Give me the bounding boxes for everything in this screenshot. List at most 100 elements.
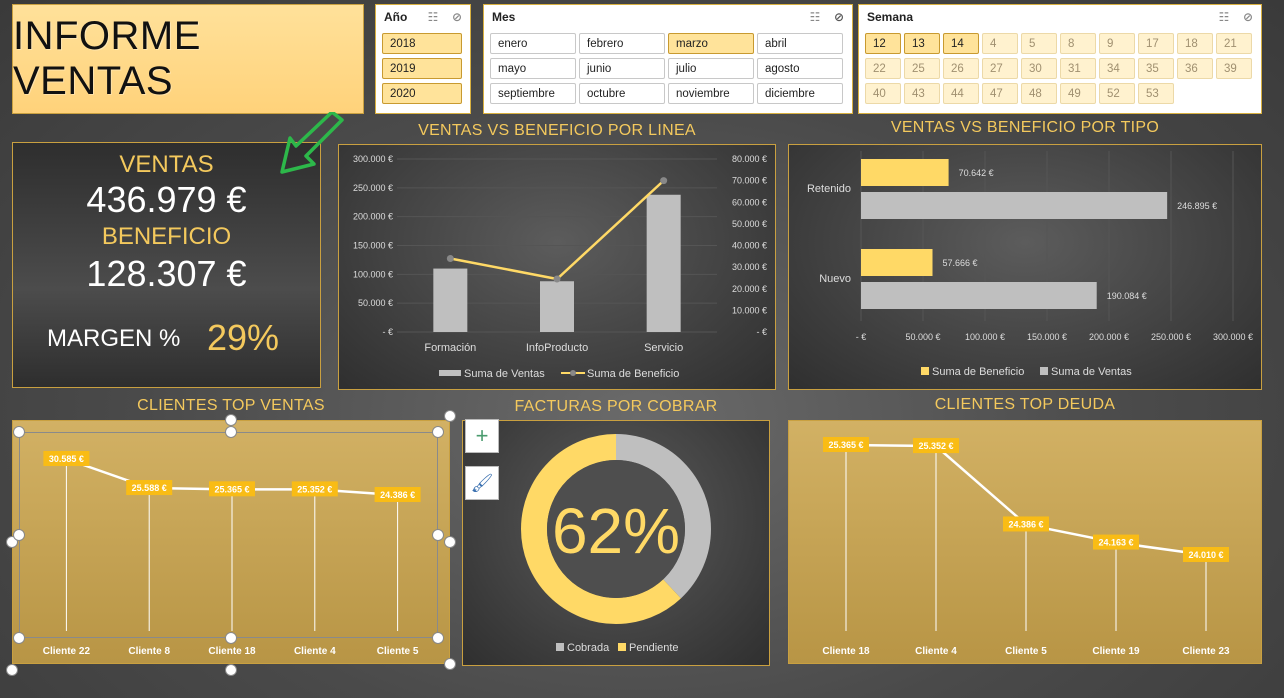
- slicer-item-semana-8[interactable]: 8: [1060, 33, 1096, 54]
- y-right-tick-label: 30.000 €: [732, 262, 767, 272]
- slicer-item-mes-septiembre[interactable]: septiembre: [490, 83, 576, 104]
- slicer-item-semana-30[interactable]: 30: [1021, 58, 1057, 79]
- slicer-item-semana-17[interactable]: 17: [1138, 33, 1174, 54]
- slicer-item-mes-octubre[interactable]: octubre: [579, 83, 665, 104]
- slicer-item-mes-julio[interactable]: julio: [668, 58, 754, 79]
- slicer-item-semana-39[interactable]: 39: [1216, 58, 1252, 79]
- x-tick-label: Cliente 23: [1182, 646, 1230, 657]
- chart-title-facturas: FACTURAS POR COBRAR: [514, 398, 718, 415]
- slicer-semana[interactable]: Semana ☷ ⊘ 12 13 14 4 5 8 9 17 18 21 22 25 26 27 30 31 3…: [858, 4, 1262, 114]
- slicer-item-semana-25[interactable]: 25: [904, 58, 940, 79]
- slicer-item-semana-5[interactable]: 5: [1021, 33, 1057, 54]
- slicer-item-anio-2020[interactable]: 2020: [382, 83, 462, 104]
- slicer-item-mes-agosto[interactable]: agosto: [757, 58, 843, 79]
- resize-handle[interactable]: [6, 664, 18, 676]
- multiselect-icon[interactable]: ☷: [427, 10, 439, 24]
- slicer-item-mes-marzo[interactable]: marzo: [668, 33, 754, 54]
- slicer-item-mes-mayo[interactable]: mayo: [490, 58, 576, 79]
- resize-handle[interactable]: [225, 632, 237, 644]
- y-right-tick-label: 10.000 €: [732, 305, 767, 315]
- slicer-item-semana-21[interactable]: 21: [1216, 33, 1252, 54]
- slicer-item-semana-27[interactable]: 27: [982, 58, 1018, 79]
- legend-swatch-ventas: [439, 370, 461, 376]
- y-tick-label: Retenido: [807, 183, 851, 195]
- resize-handle[interactable]: [432, 529, 444, 541]
- slicer-item-semana-48[interactable]: 48: [1021, 83, 1057, 104]
- slicer-item-semana-13[interactable]: 13: [904, 33, 940, 54]
- y-left-tick-label: 50.000 €: [358, 298, 393, 308]
- y-right-tick-label: - €: [756, 327, 767, 337]
- resize-handle[interactable]: [444, 410, 456, 422]
- clear-filter-icon[interactable]: ⊘: [833, 10, 845, 24]
- slicer-item-mes-junio[interactable]: junio: [579, 58, 665, 79]
- slicer-item-semana-40[interactable]: 40: [865, 83, 901, 104]
- slicer-item-semana-44[interactable]: 44: [943, 83, 979, 104]
- slicer-item-semana-22[interactable]: 22: [865, 58, 901, 79]
- bar-ventas: [861, 192, 1168, 219]
- resize-handle[interactable]: [432, 632, 444, 644]
- slicer-item-mes-noviembre[interactable]: noviembre: [668, 83, 754, 104]
- data-label: 24.386 €: [380, 490, 415, 500]
- slicer-item-semana-49[interactable]: 49: [1060, 83, 1096, 104]
- selection-frame: [19, 432, 438, 638]
- slicer-item-semana-26[interactable]: 26: [943, 58, 979, 79]
- chart-facturas-panel[interactable]: 62% Cobrada Pendiente: [462, 420, 770, 666]
- slicer-item-anio-2018[interactable]: 2018: [382, 33, 462, 54]
- resize-handle[interactable]: [432, 426, 444, 438]
- x-tick-label: Cliente 4: [915, 646, 957, 657]
- slicer-mes[interactable]: Mes ☷ ⊘ enero febrero marzo abril mayo junio j…: [483, 4, 853, 114]
- x-tick-label: Servicio: [644, 342, 683, 354]
- beneficio-value: 128.307 €: [86, 253, 247, 294]
- bar-ventas: [861, 282, 1097, 309]
- y-right-tick-label: 20.000 €: [732, 284, 767, 294]
- clear-filter-icon[interactable]: ⊘: [1242, 10, 1254, 24]
- slicer-item-semana-34[interactable]: 34: [1099, 58, 1135, 79]
- slicer-item-semana-4[interactable]: 4: [982, 33, 1018, 54]
- resize-handle[interactable]: [444, 536, 456, 548]
- slicer-anio[interactable]: Año ☷ ⊘ 2018 2019 2020: [375, 4, 471, 114]
- slicer-item-semana-14[interactable]: 14: [943, 33, 979, 54]
- resize-handle[interactable]: [444, 658, 456, 670]
- chart-tipo-panel[interactable]: - € 50.000 € 100.000 € 150.000 € 200.000 € 25…: [788, 144, 1262, 390]
- slicer-item-semana-35[interactable]: 35: [1138, 58, 1174, 79]
- slicer-anio-title: Año: [384, 10, 408, 24]
- margen-value: 29%: [207, 317, 280, 358]
- slicer-item-mes-abril[interactable]: abril: [757, 33, 843, 54]
- slicer-item-semana-43[interactable]: 43: [904, 83, 940, 104]
- chart-top-deuda-panel[interactable]: 25.365 € Cliente 18 25.352 € Cliente 4 24.38…: [788, 420, 1262, 664]
- bar-ventas: [646, 194, 681, 332]
- multiselect-icon[interactable]: ☷: [1218, 10, 1230, 24]
- data-label-beneficio: 57.666 €: [943, 258, 978, 268]
- chart-top-ventas-panel[interactable]: 30.585 € Cliente 22 25.588 € Cliente 8 25.36…: [12, 420, 450, 664]
- slicer-item-semana-53[interactable]: 53: [1138, 83, 1174, 104]
- slicer-item-semana-9[interactable]: 9: [1099, 33, 1135, 54]
- slicer-item-semana-36[interactable]: 36: [1177, 58, 1213, 79]
- resize-handle[interactable]: [225, 414, 237, 426]
- resize-handle[interactable]: [225, 426, 237, 438]
- resize-handle[interactable]: [13, 529, 25, 541]
- slicer-item-semana-52[interactable]: 52: [1099, 83, 1135, 104]
- data-label: 24.010 €: [1188, 550, 1223, 560]
- ventas-value: 436.979 €: [86, 179, 247, 220]
- resize-handle[interactable]: [13, 632, 25, 644]
- slicer-item-semana-12[interactable]: 12: [865, 33, 901, 54]
- slicer-item-semana-31[interactable]: 31: [1060, 58, 1096, 79]
- donut-hole: [547, 460, 685, 598]
- slicer-item-anio-2019[interactable]: 2019: [382, 58, 462, 79]
- slicer-item-semana-47[interactable]: 47: [982, 83, 1018, 104]
- resize-handle[interactable]: [225, 664, 237, 676]
- chart-styles-button[interactable]: 🖌: [465, 466, 499, 500]
- report-title-box[interactable]: INFORME VENTAS: [12, 4, 364, 114]
- bar-beneficio: [861, 249, 933, 276]
- slicer-item-semana-18[interactable]: 18: [1177, 33, 1213, 54]
- slicer-item-mes-enero[interactable]: enero: [490, 33, 576, 54]
- slicer-item-mes-febrero[interactable]: febrero: [579, 33, 665, 54]
- chart-linea-panel[interactable]: - € 50.000 € 100.000 € 150.000 € 200.000 € 25…: [338, 144, 776, 390]
- clear-filter-icon[interactable]: ⊘: [451, 10, 463, 24]
- slicer-item-mes-diciembre[interactable]: diciembre: [757, 83, 843, 104]
- kpi-panel[interactable]: VENTAS 436.979 € BENEFICIO 128.307 € MAR…: [12, 142, 321, 388]
- x-tick-label: InfoProducto: [526, 342, 588, 354]
- chart-elements-button[interactable]: +: [465, 419, 499, 453]
- multiselect-icon[interactable]: ☷: [809, 10, 821, 24]
- resize-handle[interactable]: [13, 426, 25, 438]
